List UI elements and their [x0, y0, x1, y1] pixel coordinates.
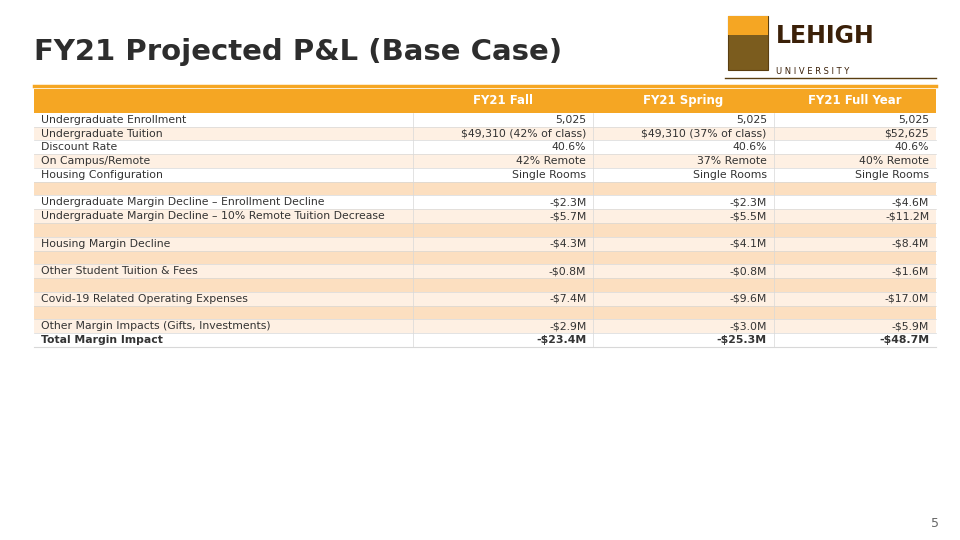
Bar	[34, 278, 936, 292]
Text: Other Margin Impacts (Gifts, Investments): Other Margin Impacts (Gifts, Investments…	[41, 321, 271, 332]
Text: 37% Remote: 37% Remote	[697, 156, 767, 166]
Bar	[34, 154, 936, 168]
Text: Total Margin Impact: Total Margin Impact	[41, 335, 163, 345]
Text: -$11.2M: -$11.2M	[885, 211, 929, 221]
Text: 40.6%: 40.6%	[732, 142, 767, 152]
Bar	[34, 251, 936, 264]
Text: Undergraduate Margin Decline – 10% Remote Tuition Decrease: Undergraduate Margin Decline – 10% Remot…	[41, 211, 385, 221]
Bar	[34, 319, 936, 333]
FancyBboxPatch shape	[728, 16, 768, 70]
Text: -$1.6M: -$1.6M	[892, 266, 929, 276]
Text: -$4.1M: -$4.1M	[730, 239, 767, 249]
Text: 5,025: 5,025	[555, 114, 587, 125]
Bar	[34, 113, 936, 126]
Text: 42% Remote: 42% Remote	[516, 156, 587, 166]
Text: Undergraduate Enrollment: Undergraduate Enrollment	[41, 114, 186, 125]
Bar	[728, 16, 768, 35]
Text: Single Rooms: Single Rooms	[513, 170, 587, 180]
Text: U N I V E R S I T Y: U N I V E R S I T Y	[776, 68, 849, 77]
Text: -$0.8M: -$0.8M	[549, 266, 587, 276]
Text: -$5.7M: -$5.7M	[549, 211, 587, 221]
Bar	[34, 168, 936, 181]
Text: -$4.3M: -$4.3M	[549, 239, 587, 249]
Text: $52,625: $52,625	[884, 129, 929, 139]
Text: FY21 Projected P&L (Base Case): FY21 Projected P&L (Base Case)	[34, 38, 562, 66]
Bar	[34, 333, 936, 347]
Bar	[34, 292, 936, 306]
Text: -$3.0M: -$3.0M	[730, 321, 767, 332]
Text: 40.6%: 40.6%	[895, 142, 929, 152]
Text: -$17.0M: -$17.0M	[885, 294, 929, 304]
Bar	[34, 306, 936, 319]
Text: -$23.4M: -$23.4M	[536, 335, 587, 345]
Bar	[34, 89, 936, 113]
Bar	[34, 195, 936, 209]
Text: Discount Rate: Discount Rate	[41, 142, 117, 152]
Text: -$48.7M: -$48.7M	[879, 335, 929, 345]
Bar	[34, 209, 936, 223]
Text: Single Rooms: Single Rooms	[693, 170, 767, 180]
Text: Undergraduate Margin Decline – Enrollment Decline: Undergraduate Margin Decline – Enrollmen…	[41, 197, 324, 207]
Text: -$2.9M: -$2.9M	[549, 321, 587, 332]
Text: $49,310 (42% of class): $49,310 (42% of class)	[461, 129, 587, 139]
Text: Other Student Tuition & Fees: Other Student Tuition & Fees	[41, 266, 198, 276]
Bar	[34, 264, 936, 278]
Bar	[34, 126, 936, 140]
Text: 40% Remote: 40% Remote	[859, 156, 929, 166]
Text: 5,025: 5,025	[735, 114, 767, 125]
Text: $49,310 (37% of class): $49,310 (37% of class)	[641, 129, 767, 139]
Text: On Campus/Remote: On Campus/Remote	[41, 156, 151, 166]
Text: -$0.8M: -$0.8M	[730, 266, 767, 276]
Bar	[34, 237, 936, 251]
Text: -$8.4M: -$8.4M	[892, 239, 929, 249]
Text: Undergraduate Tuition: Undergraduate Tuition	[41, 129, 163, 139]
Text: -$25.3M: -$25.3M	[717, 335, 767, 345]
Bar	[34, 140, 936, 154]
Text: FY21 Full Year: FY21 Full Year	[808, 94, 901, 107]
Text: Covid-19 Related Operating Expenses: Covid-19 Related Operating Expenses	[41, 294, 248, 304]
Text: FY21 Fall: FY21 Fall	[473, 94, 533, 107]
Text: -$9.6M: -$9.6M	[730, 294, 767, 304]
Bar	[34, 181, 936, 195]
Text: -$2.3M: -$2.3M	[730, 197, 767, 207]
Text: -$7.4M: -$7.4M	[549, 294, 587, 304]
Text: -$5.5M: -$5.5M	[730, 211, 767, 221]
Text: -$4.6M: -$4.6M	[892, 197, 929, 207]
Text: -$2.3M: -$2.3M	[549, 197, 587, 207]
Text: Housing Configuration: Housing Configuration	[41, 170, 163, 180]
Text: LEHIGH: LEHIGH	[776, 24, 875, 48]
Text: 40.6%: 40.6%	[552, 142, 587, 152]
Text: Housing Margin Decline: Housing Margin Decline	[41, 239, 171, 249]
Text: 5: 5	[931, 517, 939, 530]
Text: 5,025: 5,025	[899, 114, 929, 125]
Text: -$5.9M: -$5.9M	[892, 321, 929, 332]
Text: Single Rooms: Single Rooms	[855, 170, 929, 180]
Text: FY21 Spring: FY21 Spring	[643, 94, 724, 107]
Bar	[34, 223, 936, 237]
